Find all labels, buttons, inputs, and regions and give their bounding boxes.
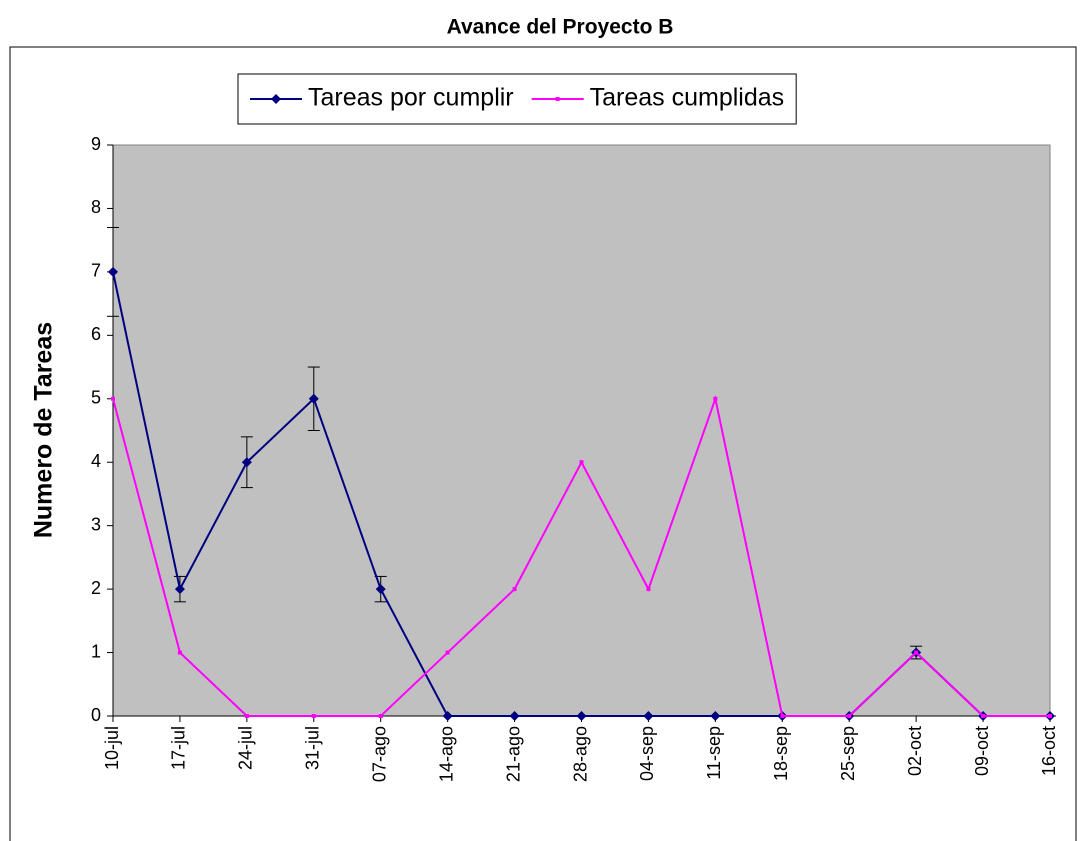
point <box>710 711 721 721</box>
x-tick-label: 02-oct <box>905 726 925 776</box>
point <box>579 460 584 465</box>
point <box>177 650 182 655</box>
point <box>512 587 517 592</box>
y-tick-label: 4 <box>91 451 101 471</box>
legend-label: Tareas por cumplir <box>308 84 514 112</box>
point <box>244 714 249 718</box>
x-tick-label: 18-sep <box>771 726 791 781</box>
point <box>1048 714 1052 718</box>
y-tick-label: 5 <box>91 388 101 408</box>
y-tick-label: 0 <box>91 705 101 725</box>
plot-area <box>112 144 1051 717</box>
y-tick-label: 2 <box>91 578 101 598</box>
point <box>241 457 252 468</box>
x-tick-label: 28-ago <box>570 726 590 782</box>
point <box>375 584 386 595</box>
point <box>311 714 316 718</box>
point <box>442 711 453 721</box>
y-tick-label: 1 <box>91 641 101 661</box>
point <box>174 584 185 595</box>
point <box>780 714 785 718</box>
x-tick-label: 17-jul <box>169 726 189 770</box>
y-tick-label: 8 <box>91 197 101 217</box>
point <box>713 396 718 401</box>
point <box>576 711 587 721</box>
point <box>308 393 319 404</box>
x-tick-label: 14-ago <box>436 726 456 782</box>
x-tick-label: 31-jul <box>303 726 323 770</box>
x-tick-label: 24-jul <box>236 726 256 770</box>
x-tick-label: 16-oct <box>1039 726 1059 776</box>
x-tick-label: 09-oct <box>972 726 992 776</box>
legend-marker <box>555 97 560 101</box>
point <box>108 266 118 277</box>
legend-label: Tareas cumplidas <box>590 84 785 112</box>
legend: Tareas por cumplir Tareas cumplidas <box>237 73 797 125</box>
x-tick-label: 10-jul <box>102 726 122 770</box>
y-tick-label: 9 <box>91 134 101 154</box>
y-tick-label: 7 <box>91 261 101 281</box>
point <box>646 587 651 592</box>
point <box>509 711 520 721</box>
x-tick-label: 07-ago <box>369 726 389 782</box>
x-tick-label: 21-ago <box>503 726 523 782</box>
point <box>981 714 986 718</box>
point <box>914 650 919 655</box>
legend-marker <box>271 94 281 104</box>
point <box>445 650 450 655</box>
y-tick-label: 6 <box>91 324 101 344</box>
point <box>111 396 115 401</box>
point <box>378 714 383 718</box>
point <box>847 714 852 718</box>
x-tick-label: 11-sep <box>704 726 724 780</box>
x-tick-label: 25-sep <box>838 726 858 781</box>
y-axis-label: Numero de Tareas <box>30 322 58 538</box>
x-tick-label: 04-sep <box>637 726 657 781</box>
point <box>643 711 654 721</box>
legend-box <box>237 73 797 125</box>
chart-title: Avance del Proyecto B <box>447 16 674 39</box>
y-tick-label: 3 <box>91 514 101 534</box>
